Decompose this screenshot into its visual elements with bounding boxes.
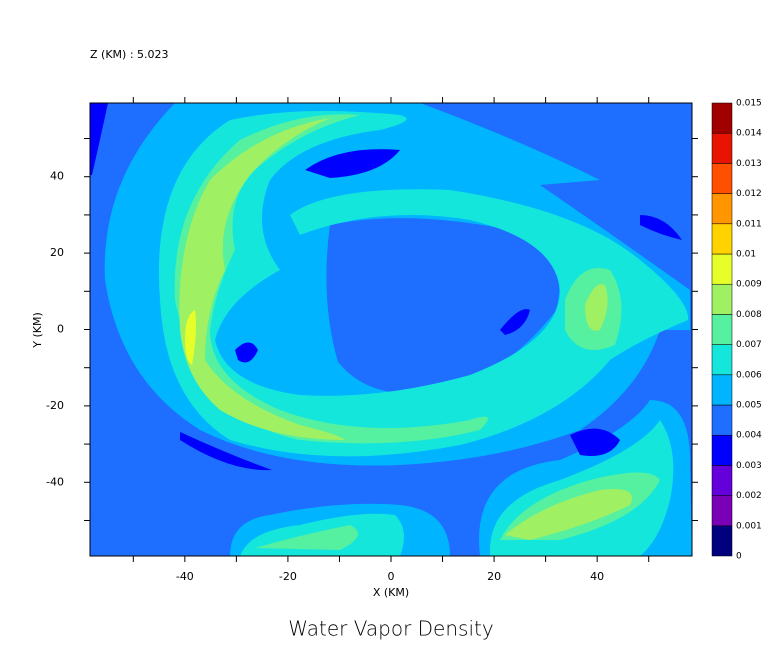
colorbar-box xyxy=(711,434,733,466)
contour-region xyxy=(305,149,400,178)
colorbar-label: 0.013 xyxy=(736,159,762,169)
contour-field xyxy=(90,103,692,556)
colorbar-label: 0.014 xyxy=(736,129,762,139)
colorbar-label: 0.004 xyxy=(736,431,762,441)
colorbar-label: 0.008 xyxy=(736,310,762,320)
colorbar-label: 0.003 xyxy=(736,461,762,471)
colorbar-label: 0.015 xyxy=(736,99,762,109)
contour-region xyxy=(505,489,632,540)
contour-region xyxy=(158,111,689,457)
contour-region xyxy=(180,432,272,471)
contour-region xyxy=(90,103,108,175)
contour-region xyxy=(179,118,345,440)
contour-region xyxy=(570,428,620,456)
colorbar-label: 0.011 xyxy=(736,219,762,229)
contour-region xyxy=(500,309,530,335)
colorbar-label: 0.005 xyxy=(736,401,762,411)
colorbar-label: 0.01 xyxy=(736,250,756,260)
colorbar-box xyxy=(711,283,733,315)
subtitle: Z (KM) : 5.023 xyxy=(90,48,169,61)
contour-region xyxy=(185,310,196,365)
contour-region xyxy=(640,215,682,240)
chart-title: Water Vapor Density xyxy=(288,617,493,641)
colorbar-label: 0.007 xyxy=(736,340,762,350)
contour-region xyxy=(255,525,358,550)
colorbar-box xyxy=(711,193,733,225)
y-tick-label: 0 xyxy=(57,323,64,336)
contour-region xyxy=(585,284,608,331)
colorbar-box xyxy=(711,102,733,134)
colorbar-box xyxy=(711,374,733,406)
y-tick-label: -20 xyxy=(46,399,64,412)
x-axis-label: X (KM) xyxy=(373,586,409,599)
colorbar-box xyxy=(711,253,733,285)
x-tick-label: 20 xyxy=(487,570,501,583)
x-tick-label: -20 xyxy=(279,570,297,583)
colorbar-box xyxy=(711,344,733,376)
colorbar-label: 0.002 xyxy=(736,491,762,501)
y-tick-label: 40 xyxy=(50,170,64,183)
colorbar-box xyxy=(711,404,733,436)
colorbar-label: 0.001 xyxy=(736,521,762,531)
contour-region xyxy=(235,342,258,363)
x-tick-label: 0 xyxy=(388,570,395,583)
colorbar-box xyxy=(711,465,733,496)
x-tick-label: -40 xyxy=(176,570,194,583)
colorbar-box xyxy=(711,314,733,345)
y-tick-label: -40 xyxy=(46,475,64,488)
contour-region xyxy=(326,218,560,394)
colorbar-label: 0.012 xyxy=(736,189,762,199)
colorbar-box xyxy=(711,163,733,194)
colorbar-label: 0.006 xyxy=(736,370,762,380)
y-tick-label: 20 xyxy=(50,246,64,259)
colorbar-box xyxy=(711,132,733,164)
y-axis-label: Y (KM) xyxy=(31,312,44,349)
colorbar-label: 0.009 xyxy=(736,280,762,290)
colorbar-box xyxy=(711,525,733,557)
colorbar-box xyxy=(711,495,733,527)
colorbar-label: 0 xyxy=(736,552,742,562)
colorbar-box xyxy=(711,223,733,255)
x-tick-label: 40 xyxy=(590,570,604,583)
